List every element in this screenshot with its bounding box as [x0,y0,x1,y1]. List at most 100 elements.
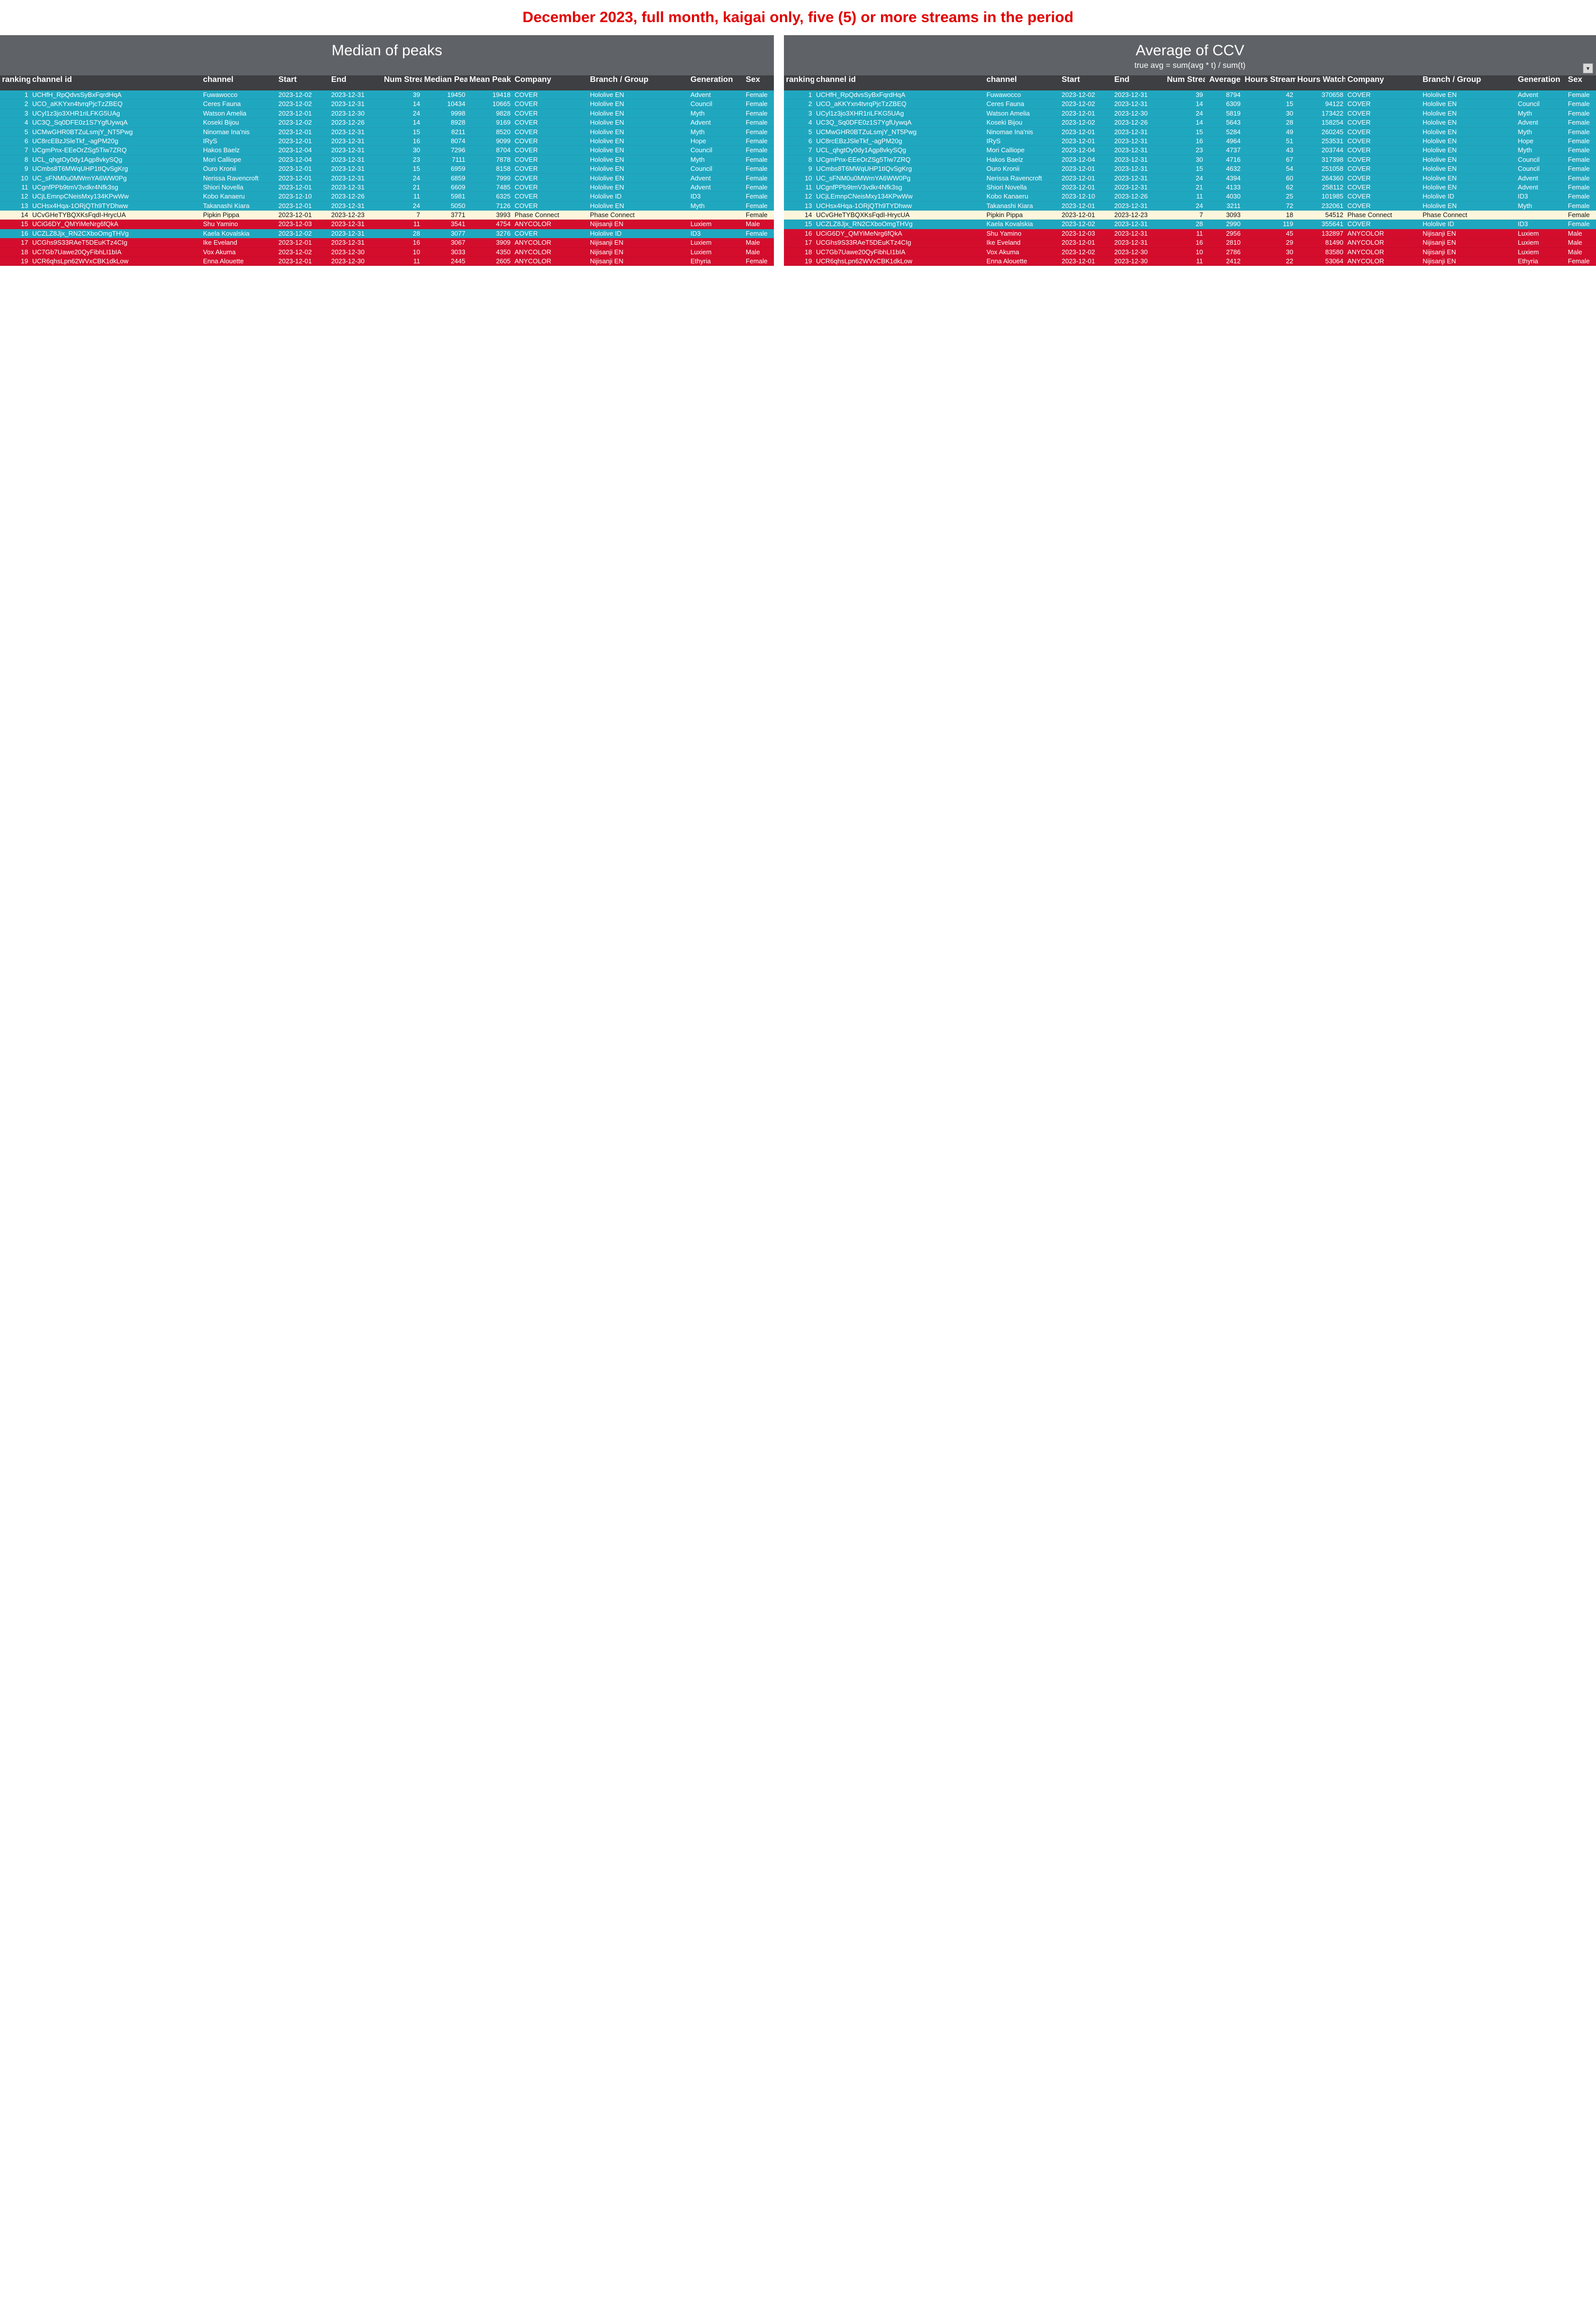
cell-gen: Advent [1518,174,1538,182]
cell-br: Hololive EN [590,91,624,98]
cell-end: 2023-12-30 [331,109,365,117]
cell-id: UCZLZ8Jjx_RN2CXboOmgTHVg [816,220,913,228]
table-row[interactable]: 6 UC8rcEBzJSleTkf_-agPM20g IRyS 2023-12-01 2… [0,136,774,146]
cell-n: 10 [1195,248,1203,256]
table-row[interactable]: 16 UCiG6DY_QMYiMeNrg6fQkA Shu Yamino 2023-1… [784,229,1596,239]
cell-hs: 54 [1286,165,1293,173]
cell-gen: Myth [690,128,705,136]
table-row[interactable]: 2 UCO_aKKYxn4tvrqPjcTzZBEQ Ceres Fauna 2023… [0,99,774,109]
table-row[interactable]: 13 UCHsx4Hqa-1ORjQTh9TYDhww Takanashi Kiar… [0,201,774,211]
cell-gen: Luxiem [1518,248,1539,256]
table-row[interactable]: 7 UCgmPnx-EEeOrZSg5Tiw7ZRQ Hakos Baelz 2023… [0,146,774,155]
cell-br: Hololive ID [1422,220,1454,228]
table-row[interactable]: 1 UCHfH_RpQdvsSyBxFqrdHqA Fuwawocco 2023-12… [0,90,774,100]
table-row[interactable]: 10 UC_sFNM0u0MWrnYA6WW0Pg Nerissa Ravencro… [784,173,1596,183]
table-row[interactable]: 8 UCL_qhgtOy0dy1Agp8vkySQg Mori Calliope 20… [0,155,774,165]
cell-a: 6859 [451,174,465,182]
table-row[interactable]: 18 UC7Gb7Uawe20QyFibhLI1bIA Vox Akuma 2023-… [0,247,774,257]
cell-ch: Hakos Baelz [986,155,1023,163]
table-row[interactable]: 5 UCMwGHR0BTZuLsmjY_NT5Pwg Ninomae Ina'nis… [0,127,774,137]
table-row[interactable]: 17 UCGhs9S33RAeT5DEuKTz4CIg Ike Eveland 202… [784,238,1596,248]
cell-b: 7485 [496,183,511,191]
cell-n: 24 [413,109,420,117]
table-row[interactable]: 10 UC_sFNM0u0MWrnYA6WW0Pg Nerissa Ravencro… [0,173,774,183]
table-row[interactable]: 12 UCjLEmnpCNeisMxy134KPwWw Kobo Kanaeru 20… [0,192,774,201]
cell-id: UCgmPnx-EEeOrZSg5Tiw7ZRQ [816,155,911,163]
table-row[interactable]: 7 UCL_qhgtOy0dy1Agp8vkySQg Mori Calliope 20… [784,146,1596,155]
table-row[interactable]: 11 UCgnfPPb9tmV3vdkr4Nfk3sg Shiori Novella… [0,182,774,192]
table-row[interactable]: 15 UCZLZ8Jjx_RN2CXboOmgTHVg Kaela Kovalski… [784,220,1596,229]
cell-id: UCHfH_RpQdvsSyBxFqrdHqA [816,91,906,98]
cell-hw: 260245 [1321,128,1344,136]
cell-br: Hololive EN [590,100,624,108]
cell-co: COVER [1347,119,1371,127]
table-row[interactable]: 14 UCvGHeTYBQXKsFqdI-HrycUA Pipkin Pippa 20… [784,211,1596,220]
table-row[interactable]: 15 UCiG6DY_QMYiMeNrg6fQkA Shu Yamino 2023-1… [0,220,774,229]
table-row[interactable]: 18 UC7Gb7Uawe20QyFibhLI1bIA Vox Akuma 2023-… [784,247,1596,257]
cell-start: 2023-12-02 [278,248,312,256]
table-row[interactable]: 16 UCZLZ8Jjx_RN2CXboOmgTHVg Kaela Kovalski… [0,229,774,239]
chevron-down-icon[interactable]: ▾ [1583,63,1593,73]
table-row[interactable]: 12 UCjLEmnpCNeisMxy134KPwWw Kobo Kanaeru 20… [784,192,1596,201]
column-header: channel [986,75,1017,84]
cell-co: COVER [515,146,538,154]
table-row[interactable]: 4 UC3Q_Sq0DFE0z1S7YgfUywqA Koseki Bijou 202… [0,118,774,128]
table-row[interactable]: 19 UCR6qhsLpn62WVxCBK1dkLow Enna Alouette 2… [0,257,774,266]
table-row[interactable]: 1 UCHfH_RpQdvsSyBxFqrdHqA Fuwawocco 2023-12… [784,90,1596,100]
cell-id: UCHfH_RpQdvsSyBxFqrdHqA [32,91,122,98]
table-row[interactable]: 13 UCHsx4Hqa-1ORjQTh9TYDhww Takanashi Kiar… [784,201,1596,211]
report-title: December 2023, full month, kaigai only, … [522,9,1074,26]
cell-sex: Female [1568,119,1590,127]
cell-rank: 13 [21,201,28,210]
cell-a: 7111 [452,155,465,163]
cell-rank: 11 [21,183,29,191]
table-row[interactable]: 8 UCgmPnx-EEeOrZSg5Tiw7ZRQ Hakos Baelz 2023… [784,155,1596,165]
cell-br: Hololive EN [1422,91,1457,98]
cell-end: 2023-12-31 [331,91,365,98]
cell-br: Phase Connect [1422,211,1467,219]
cell-b: 3993 [496,211,511,219]
cell-br: Hololive EN [590,119,624,127]
cell-sex: Female [1568,128,1590,136]
cell-br: Hololive EN [590,174,624,182]
cell-gen: Advent [690,183,711,191]
median-peaks-header: Median of peaks [0,35,774,75]
cell-id: UCyl1z3jo3XHR1riLFKG5UAg [816,109,904,117]
table-row[interactable]: 3 UCyl1z3jo3XHR1riLFKG5UAg Watson Amelia 20… [0,109,774,119]
cell-br: Hololive EN [590,128,624,136]
cell-n: 30 [413,146,420,154]
cell-avg: 4632 [1226,165,1241,173]
table-row[interactable]: 9 UCmbs8T6MWqUHP1tIQvSgKrg Ouro Kronii 2023… [0,164,774,174]
cell-co: ANYCOLOR [1347,239,1384,247]
table-row[interactable]: 3 UCyl1z3jo3XHR1riLFKG5UAg Watson Amelia 20… [784,109,1596,119]
table-row[interactable]: 17 UCGhs9S33RAeT5DEuKTz4CIg Ike Eveland 202… [0,238,774,248]
cell-br: Hololive EN [1422,183,1457,191]
table-row[interactable]: 5 UCMwGHR0BTZuLsmjY_NT5Pwg Ninomae Ina'nis… [784,127,1596,137]
cell-sex: Female [1568,91,1590,98]
table-row[interactable]: 19 UCR6qhsLpn62WVxCBK1dkLow Enna Alouette 2… [784,257,1596,266]
cell-co: COVER [515,91,538,98]
table-row[interactable]: 9 UCmbs8T6MWqUHP1tIQvSgKrg Ouro Kronii 2023… [784,164,1596,174]
cell-avg: 2990 [1226,220,1241,228]
cell-id: UCHsx4Hqa-1ORjQTh9TYDhww [32,201,128,210]
cell-id: UCgnfPPb9tmV3vdkr4Nfk3sg [816,183,903,191]
cell-co: COVER [515,183,538,191]
cell-hs: 18 [1286,211,1293,219]
table-row[interactable]: 2 UCO_aKKYxn4tvrqPjcTzZBEQ Ceres Fauna 2023… [784,99,1596,109]
cell-end: 2023-12-26 [331,119,365,127]
cell-hw: 83580 [1325,248,1344,256]
cell-co: COVER [1347,165,1371,173]
cell-co: COVER [1347,128,1371,136]
table-row[interactable]: 4 UC3Q_Sq0DFE0z1S7YgfUywqA Koseki Bijou 202… [784,118,1596,128]
table-row[interactable]: 11 UCgnfPPb9tmV3vdkr4Nfk3sg Shiori Novella… [784,182,1596,192]
cell-id: UC7Gb7Uawe20QyFibhLI1bIA [816,248,906,256]
table-row[interactable]: 6 UC8rcEBzJSleTkf_-agPM20g IRyS 2023-12-01 2… [784,136,1596,146]
cell-n: 14 [1195,100,1203,108]
cell-co: COVER [515,155,538,163]
cell-b: 8158 [496,165,511,173]
cell-hw: 258112 [1322,183,1344,191]
table-row[interactable]: 14 UCvGHeTYBQXKsFqdI-HrycUA Pipkin Pippa 20… [0,211,774,220]
cell-co: COVER [515,137,538,145]
cell-sex: Female [746,91,768,98]
cell-n: 39 [413,91,420,98]
